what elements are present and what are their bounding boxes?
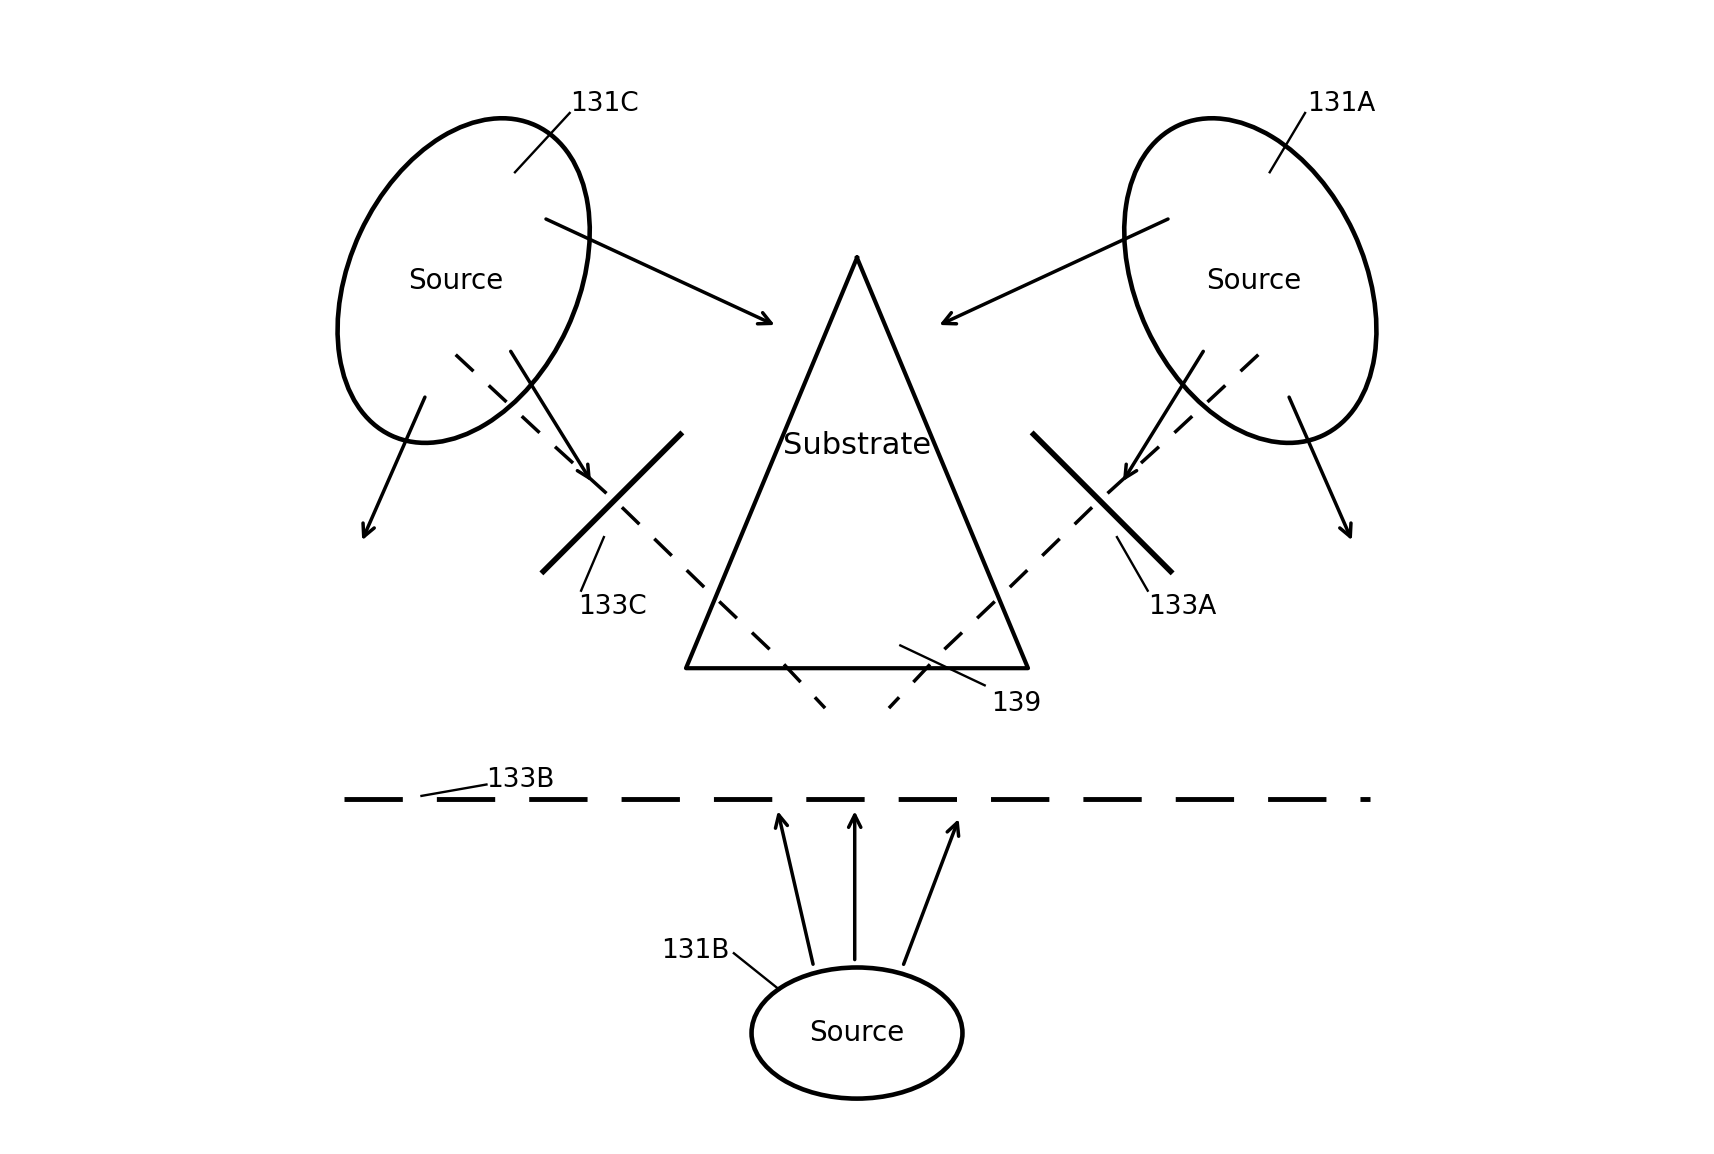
Text: Substrate: Substrate — [783, 432, 931, 460]
Text: 133A: 133A — [1148, 594, 1215, 620]
Text: 139: 139 — [991, 691, 1042, 717]
Text: 133B: 133B — [487, 767, 555, 793]
Text: Source: Source — [809, 1019, 905, 1047]
Text: 133C: 133C — [578, 594, 646, 620]
Text: 131C: 131C — [569, 91, 638, 117]
Text: Source: Source — [408, 267, 504, 294]
Text: 131A: 131A — [1308, 91, 1376, 117]
Text: 131B: 131B — [662, 938, 730, 964]
Text: Source: Source — [1207, 267, 1301, 294]
